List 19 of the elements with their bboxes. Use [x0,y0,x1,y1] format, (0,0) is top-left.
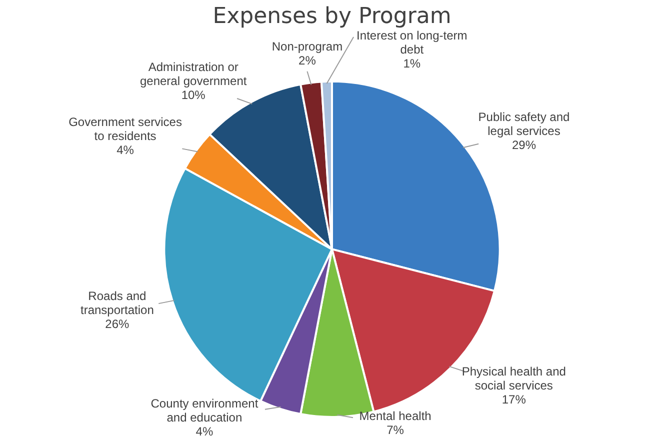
data-label: 4% [116,142,134,157]
data-label: 4% [196,424,214,438]
data-label: 7% [386,423,404,438]
slice-label: Non-program [272,40,343,54]
slice-label: County environment and education [150,396,259,424]
slice-label: Interest on long-term debt [356,28,468,56]
slice-label: Public safety and legal services [478,110,570,138]
slice-label: Government services to residents [68,114,182,143]
slice-label: Roads and transportation [80,289,154,318]
data-label: 17% [502,392,526,407]
slice-label: Administration or general government [140,60,248,88]
data-label: 10% [181,88,206,102]
data-label: 26% [105,317,130,332]
data-label: 1% [403,56,421,70]
slice-label: Mental health [359,409,432,424]
chart-title: Expenses by Program [212,4,452,29]
data-label: 29% [512,138,536,152]
slice-label: Physical health and social services [462,364,566,393]
data-label: 2% [298,54,316,68]
